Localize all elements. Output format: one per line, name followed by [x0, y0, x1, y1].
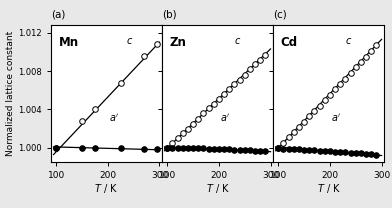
Text: $a'$: $a'$	[331, 113, 341, 124]
X-axis label: $T$ / K: $T$ / K	[205, 182, 230, 195]
Text: $a'$: $a'$	[220, 113, 230, 124]
X-axis label: $T$ / K: $T$ / K	[94, 182, 118, 195]
Text: (a): (a)	[51, 10, 65, 20]
Text: $c$: $c$	[345, 36, 352, 46]
Text: (c): (c)	[273, 10, 287, 20]
X-axis label: $T$ / K: $T$ / K	[317, 182, 341, 195]
Text: $c$: $c$	[127, 36, 134, 46]
Y-axis label: Normalized lattice constant: Normalized lattice constant	[6, 31, 15, 156]
Text: $a'$: $a'$	[109, 113, 119, 124]
Text: $c$: $c$	[234, 36, 241, 46]
Text: Mn: Mn	[59, 36, 79, 49]
Text: (b): (b)	[162, 10, 177, 20]
Text: Zn: Zn	[170, 36, 187, 49]
Text: Cd: Cd	[281, 36, 298, 49]
